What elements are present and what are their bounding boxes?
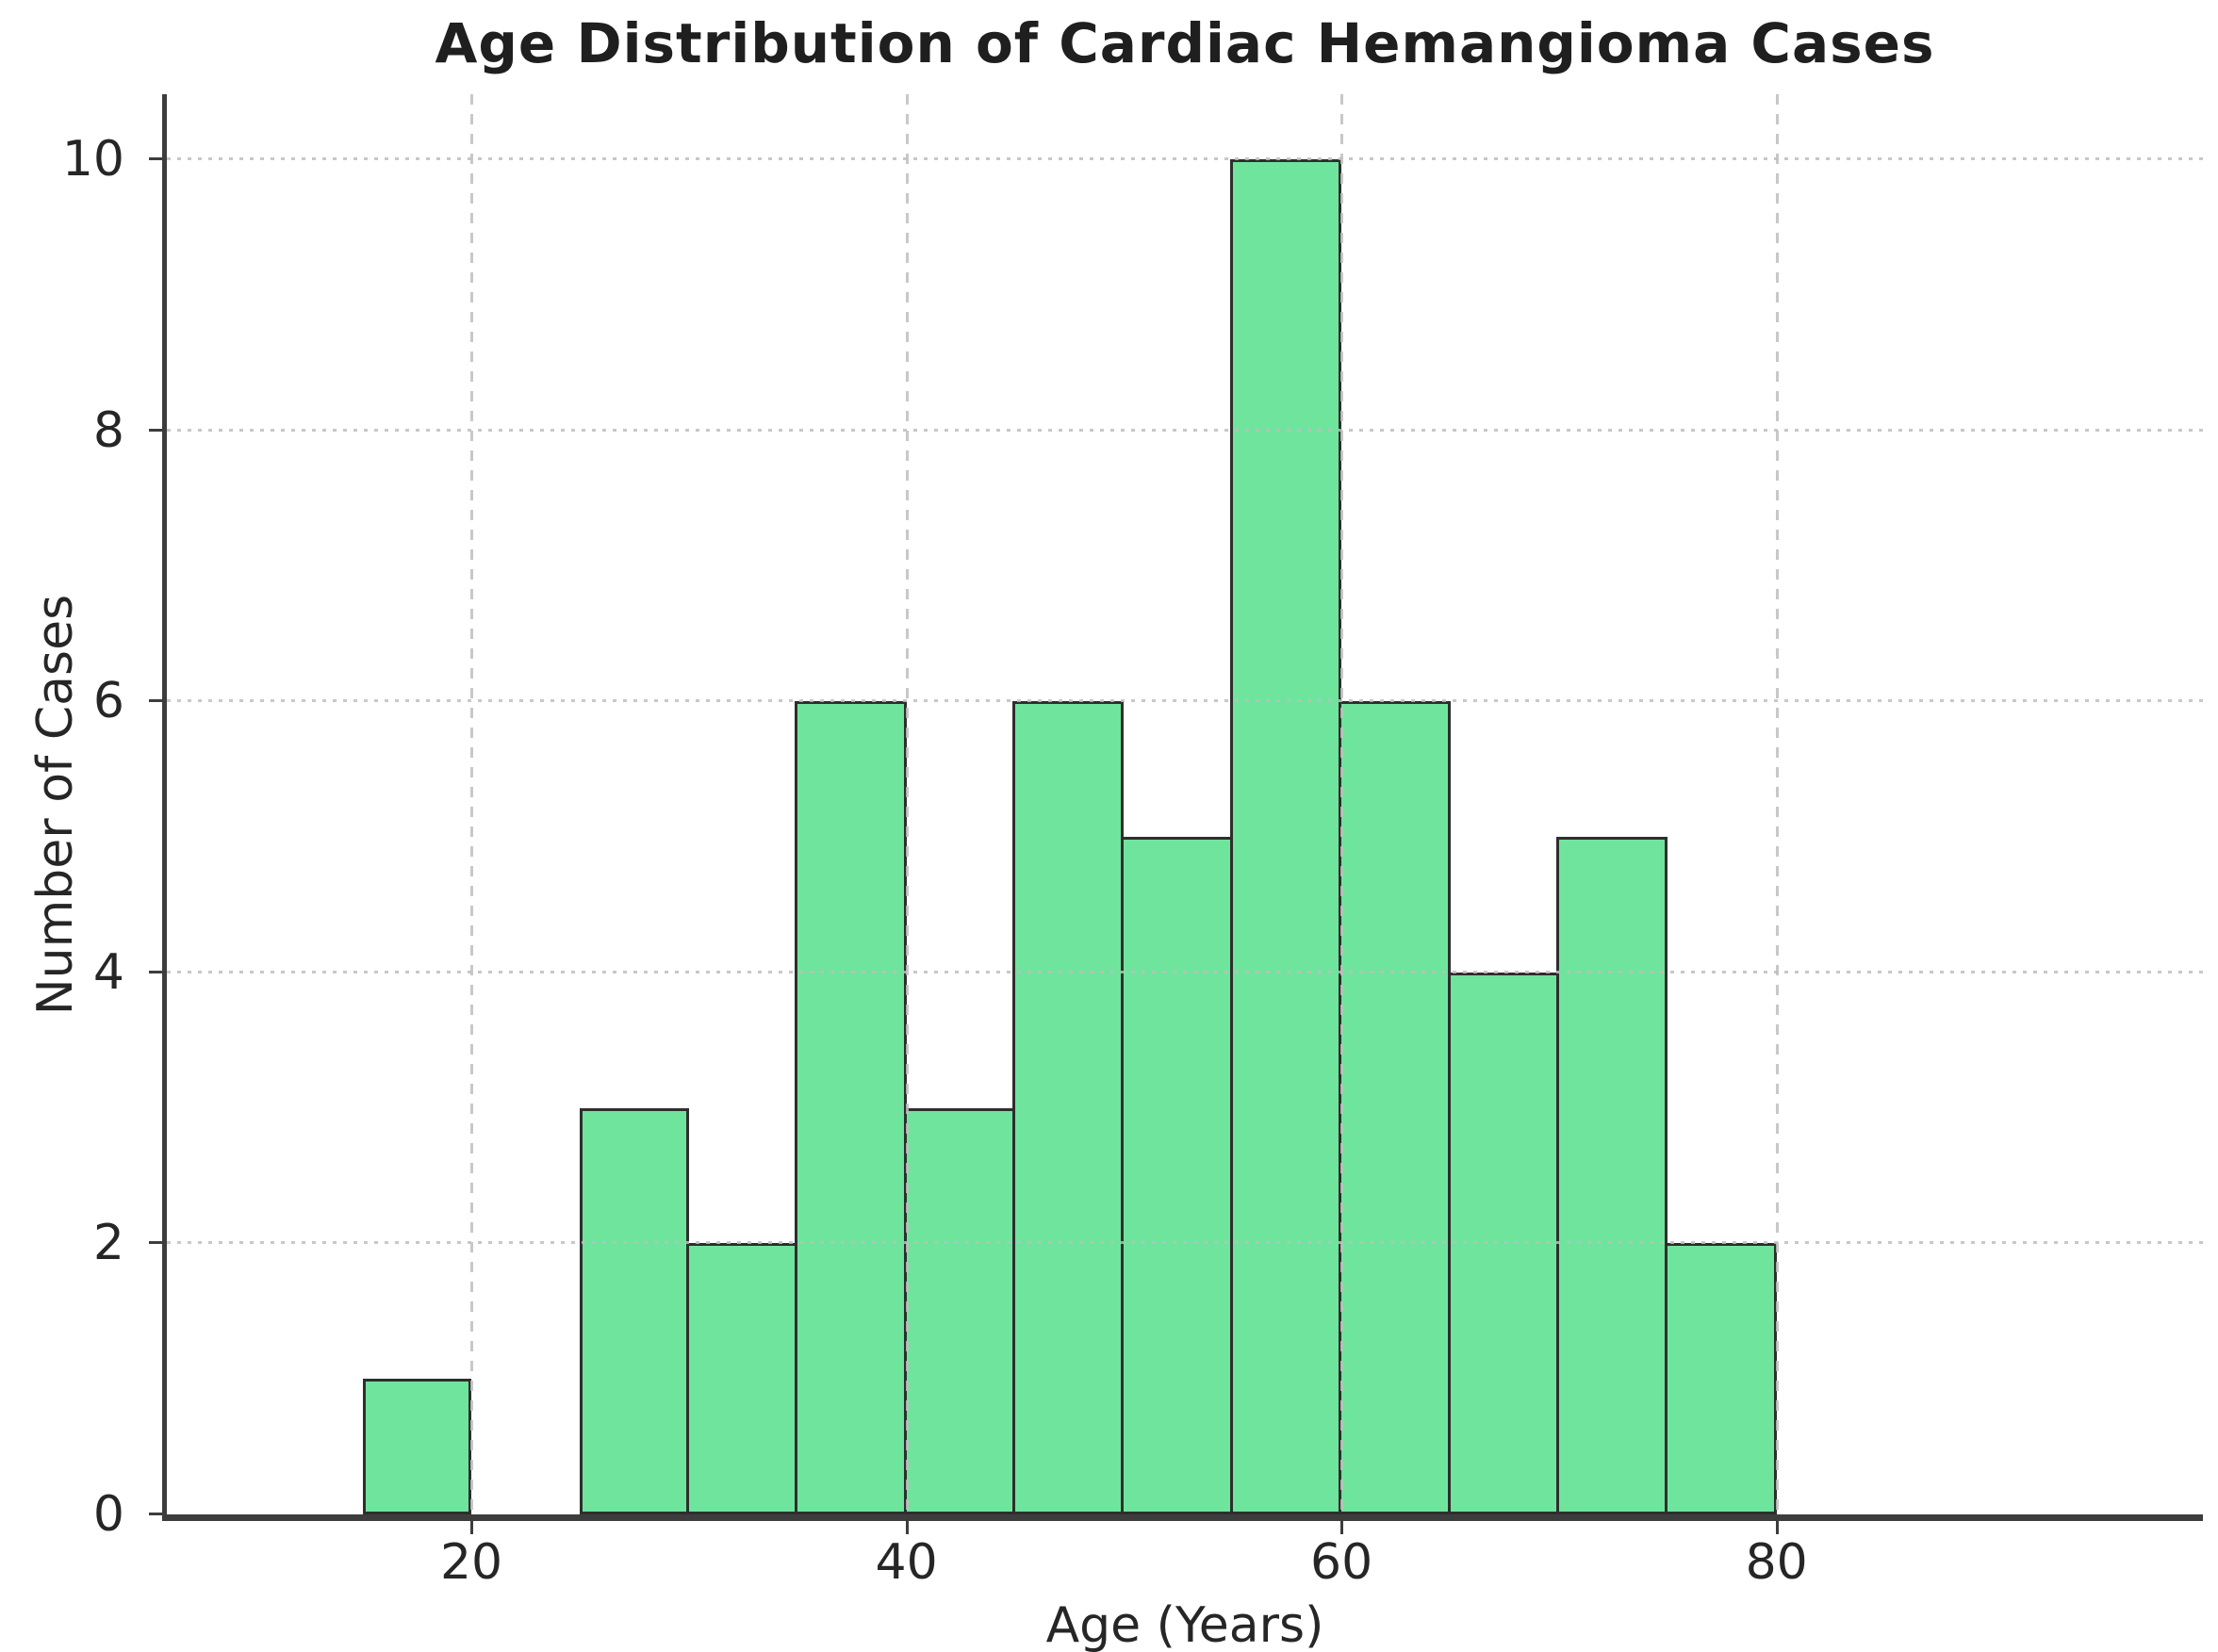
histogram-bar-60-65: [1339, 701, 1451, 1514]
y-tick-6: [149, 699, 162, 703]
plot-area: Age Distribution of Cardiac Hemangioma C…: [27, 11, 2203, 1652]
histogram-bar-30-35: [685, 1243, 798, 1514]
y-tick-2: [149, 1241, 162, 1245]
y-tick-label-4: 4: [92, 943, 124, 1001]
histogram-bar-45-50: [1012, 701, 1125, 1514]
y-gridline-6: [167, 699, 2203, 703]
histogram-bar-25-30: [580, 1107, 689, 1514]
y-gridline-8: [167, 428, 2203, 432]
histogram-bar-15-20: [362, 1379, 472, 1514]
x-tick-60: [1340, 1521, 1344, 1534]
y-tick-label-10: 10: [61, 131, 124, 188]
x-gridline-20: [470, 94, 474, 1514]
y-tick-10: [149, 157, 162, 161]
x-tick-label-20: 20: [439, 1534, 503, 1591]
y-tick-0: [149, 1513, 162, 1515]
y-tick-4: [149, 970, 162, 973]
histogram-bar-50-55: [1121, 837, 1233, 1514]
y-tick-label-2: 2: [92, 1215, 124, 1272]
y-tick-label-8: 8: [92, 401, 124, 459]
x-tick-label-60: 60: [1310, 1534, 1373, 1591]
histogram-bar-65-70: [1447, 972, 1559, 1514]
x-tick-40: [905, 1521, 909, 1534]
y-gridline-10: [167, 157, 2203, 161]
x-tick-label-80: 80: [1745, 1534, 1808, 1591]
histogram-bar-40-45: [903, 1107, 1015, 1514]
y-tick-8: [149, 428, 162, 432]
y-tick-label-0: 0: [92, 1486, 124, 1543]
histogram-bar-75-80: [1665, 1243, 1777, 1514]
y-tick-label-6: 6: [92, 673, 124, 730]
x-axis-label: Age (Years): [1045, 1597, 1324, 1652]
x-tick-20: [470, 1521, 474, 1534]
histogram-bar-70-75: [1555, 837, 1668, 1514]
chart-title: Age Distribution of Cardiac Hemangioma C…: [435, 11, 1935, 75]
histogram-bar-35-40: [795, 701, 907, 1514]
x-tick-80: [1775, 1521, 1779, 1534]
x-tick-label-40: 40: [875, 1534, 938, 1591]
histogram-bar-55-60: [1229, 159, 1342, 1514]
